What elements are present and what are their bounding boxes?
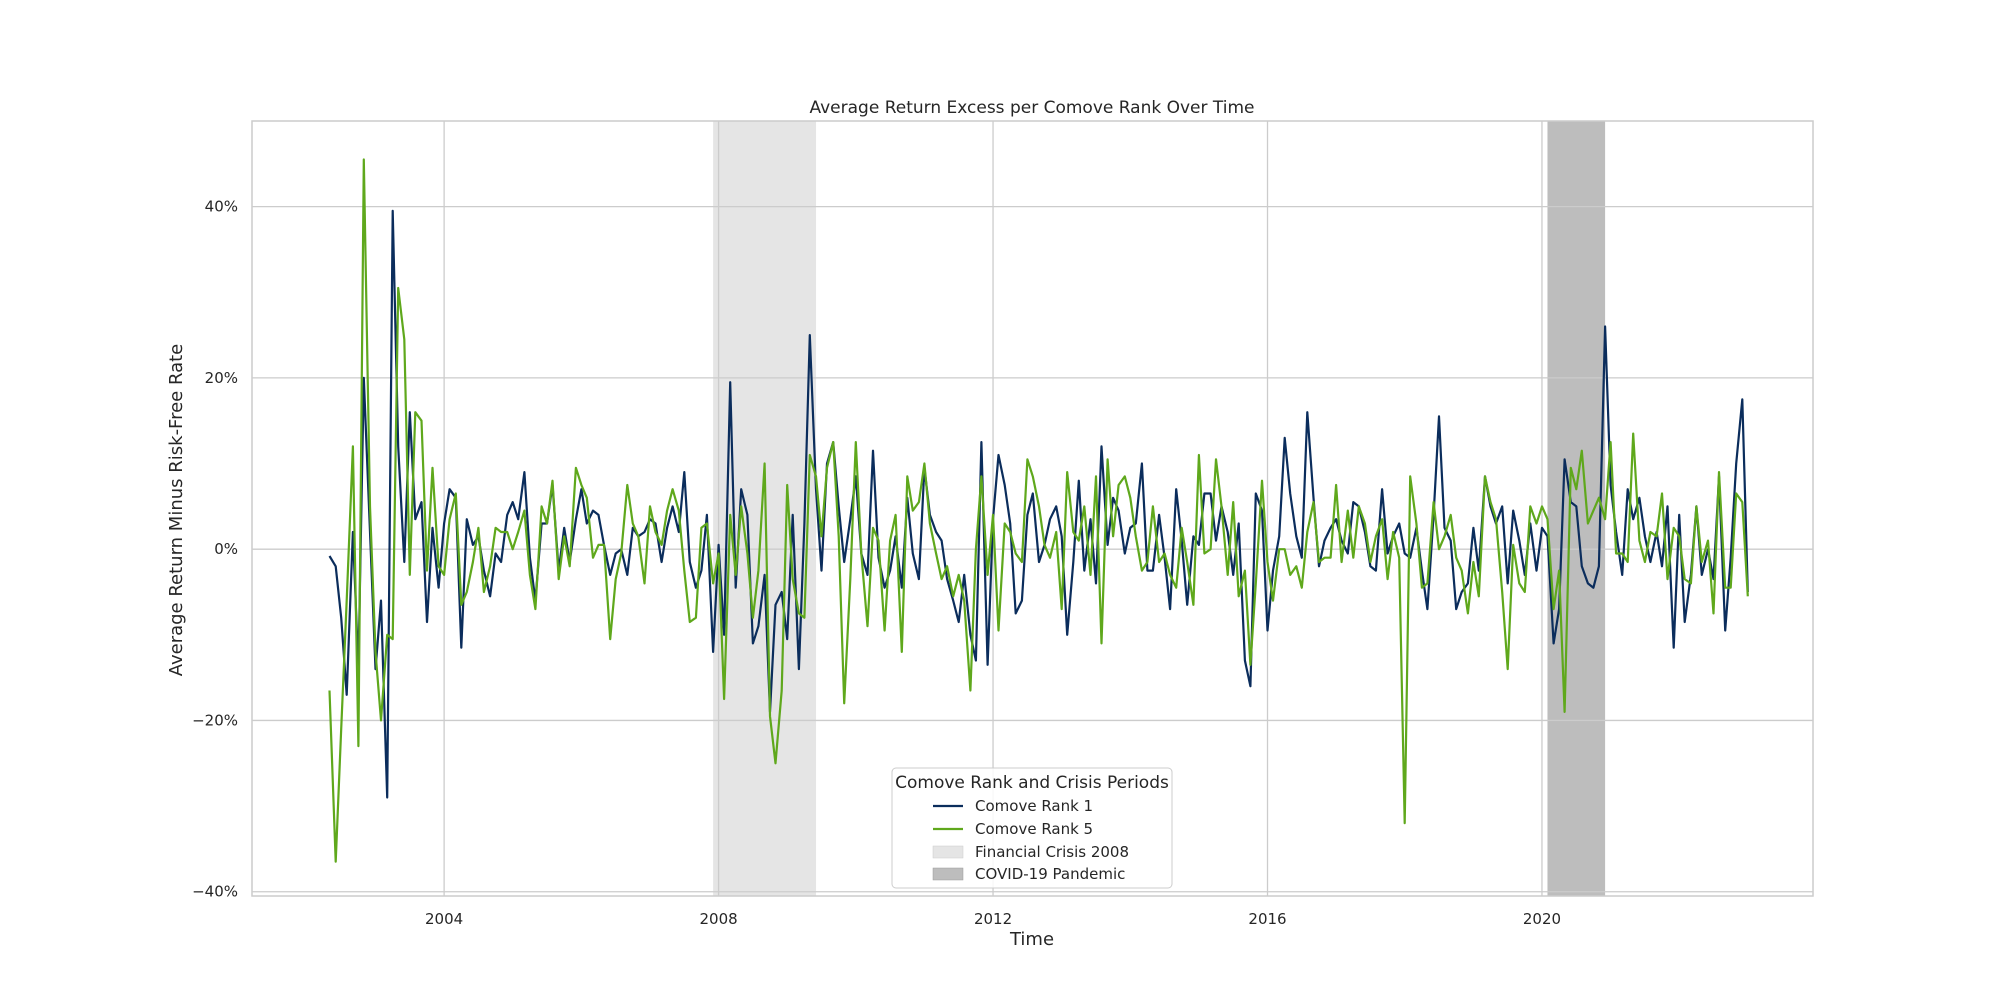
legend-label-comove-rank-1: Comove Rank 1 [975,797,1093,815]
x-tick-label: 2016 [1248,910,1286,928]
y-axis-label: Average Return Minus Risk-Free Rate [166,344,187,677]
x-tick-label: 2012 [974,910,1012,928]
x-tick-labels: 2004 2008 2012 2016 2020 [425,910,1561,928]
legend: Comove Rank and Crisis Periods Comove Ra… [891,767,1173,889]
y-tick-label: −20% [192,711,238,729]
legend-title: Comove Rank and Crisis Periods [895,773,1169,793]
legend-swatch-covid-pandemic [932,867,964,881]
legend-label-covid-pandemic: COVID-19 Pandemic [975,865,1125,883]
x-tick-label: 2004 [425,910,463,928]
y-tick-labels: −40% −20% 0% 20% 40% [192,198,238,901]
legend-label-financial-crisis: Financial Crisis 2008 [975,843,1129,861]
chart-title: Average Return Excess per Comove Rank Ov… [809,98,1254,118]
x-tick-label: 2008 [699,910,737,928]
legend-swatch-financial-crisis [932,845,964,859]
y-tick-label: 0% [214,540,238,558]
legend-label-comove-rank-5: Comove Rank 5 [975,820,1093,838]
y-tick-label: 20% [205,369,238,387]
series-line-comove-rank-1 [328,209,1749,799]
y-tick-label: −40% [192,883,238,901]
x-tick-label: 2020 [1523,910,1561,928]
series-lines [328,158,1749,863]
plot-frame [251,120,1814,897]
x-axis-label: Time [1009,929,1054,950]
series-line-comove-rank-5 [328,158,1749,863]
y-tick-label: 40% [205,198,238,216]
